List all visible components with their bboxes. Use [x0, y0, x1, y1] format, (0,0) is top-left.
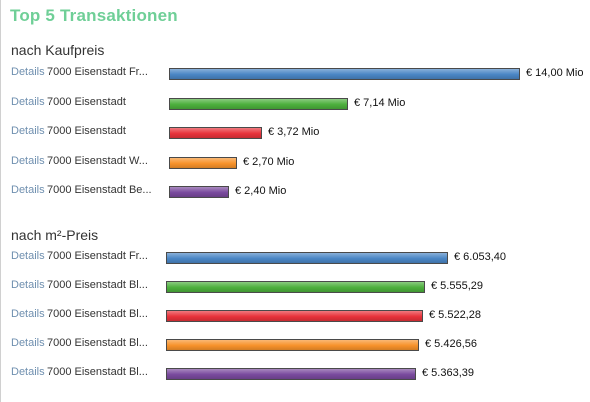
value-label: € 7,14 Mio [354, 96, 406, 109]
page-title: Top 5 Transaktionen [10, 6, 178, 25]
category-label: 7000 Eisenstadt Bl... [47, 308, 148, 320]
bar-row: Details 7000 Eisenstadt Bl... € 5.555,29 [0, 277, 590, 299]
bar-row: Details 7000 Eisenstadt Bl... € 5.363,39 [0, 364, 590, 386]
bar-row: Details 7000 Eisenstadt € 7,14 Mio [0, 94, 590, 116]
bar-row: Details 7000 Eisenstadt Be... € 2,40 Mio [0, 182, 590, 204]
category-label: 7000 Eisenstadt Fr... [47, 250, 148, 262]
category-label: 7000 Eisenstadt [47, 95, 126, 108]
details-link[interactable]: Details [11, 125, 45, 137]
value-label: € 14,00 Mio [526, 67, 584, 79]
value-label: € 5.426,56 [425, 338, 477, 350]
details-link[interactable]: Details [11, 308, 45, 320]
bar-row: Details 7000 Eisenstadt W... € 2,70 Mio [0, 153, 590, 175]
category-label: 7000 Eisenstadt Bl... [47, 366, 148, 378]
details-link[interactable]: Details [11, 337, 45, 349]
chart-title: nach Kaufpreis [11, 42, 105, 58]
value-label: € 6.053,40 [454, 251, 506, 263]
bar-row: Details 7000 Eisenstadt Bl... € 5.426,56 [0, 335, 590, 357]
bar-row: Details 7000 Eisenstadt € 3,72 Mio [0, 123, 590, 145]
bar-row: Details 7000 Eisenstadt Bl... € 5.522,28 [0, 306, 590, 328]
bar [166, 310, 423, 322]
bar [169, 186, 229, 198]
bar [166, 281, 425, 293]
bar-row: Details 7000 Eisenstadt Fr... € 6.053,40 [0, 248, 590, 270]
details-link[interactable]: Details [11, 279, 45, 291]
left-border [0, 0, 1, 402]
category-label: 7000 Eisenstadt Fr... [47, 66, 148, 78]
details-link[interactable]: Details [11, 95, 45, 108]
category-label: 7000 Eisenstadt [47, 125, 126, 137]
bar [169, 97, 348, 110]
value-label: € 5.363,39 [422, 367, 474, 379]
bar [169, 127, 262, 139]
bar [169, 156, 237, 169]
chart-title: nach m²-Preis [11, 227, 99, 243]
bar-row: Details 7000 Eisenstadt Fr... € 14,00 Mio [0, 64, 590, 86]
details-link[interactable]: Details [11, 366, 45, 378]
category-label: 7000 Eisenstadt Bl... [47, 337, 148, 349]
bar [169, 68, 520, 80]
value-label: € 3,72 Mio [268, 126, 320, 138]
bar [166, 368, 416, 380]
category-label: 7000 Eisenstadt Bl... [47, 279, 148, 291]
bar [166, 339, 419, 351]
value-label: € 2,70 Mio [243, 155, 295, 168]
bar [166, 252, 448, 264]
category-label: 7000 Eisenstadt W... [47, 154, 148, 167]
details-link[interactable]: Details [11, 66, 45, 78]
category-label: 7000 Eisenstadt Be... [47, 184, 152, 196]
value-label: € 2,40 Mio [235, 185, 287, 197]
value-label: € 5.522,28 [429, 309, 481, 321]
details-link[interactable]: Details [11, 154, 45, 167]
value-label: € 5.555,29 [431, 280, 483, 292]
details-link[interactable]: Details [11, 250, 45, 262]
details-link[interactable]: Details [11, 184, 45, 196]
